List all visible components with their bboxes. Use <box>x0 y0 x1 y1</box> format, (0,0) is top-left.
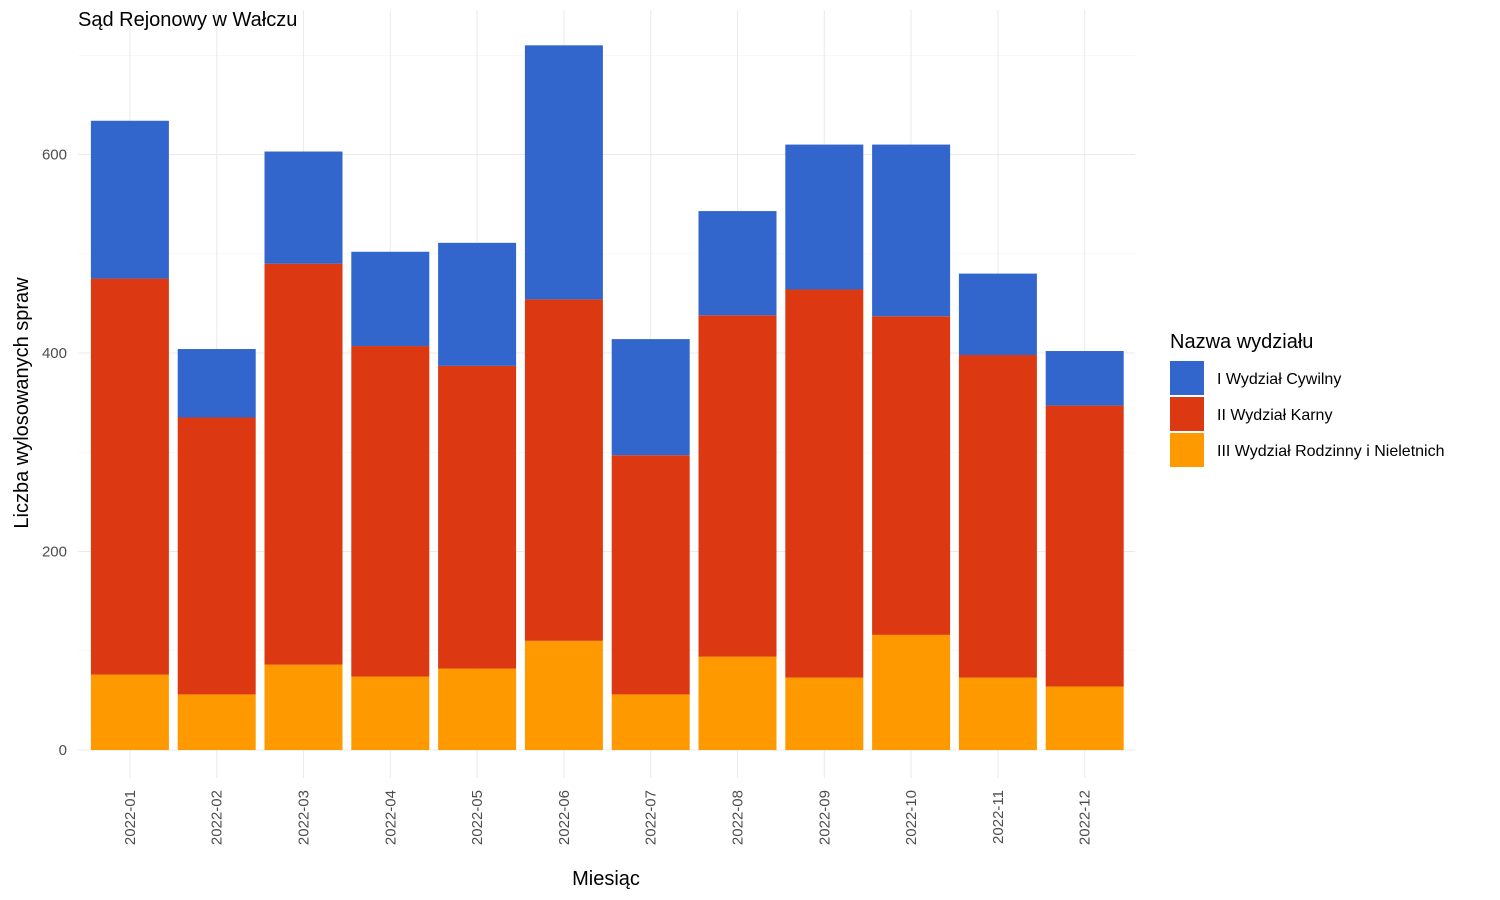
x-tick-label: 2022-05 <box>469 790 486 845</box>
bar-segment-2022-07-s2 <box>611 455 690 695</box>
x-tick-label: 2022-08 <box>730 790 747 845</box>
bar-segment-2022-11-s2 <box>958 354 1037 678</box>
x-tick-label: 2022-07 <box>643 790 660 845</box>
bar-segment-2022-12-s1 <box>1045 351 1124 406</box>
bar-segment-2022-12-s2 <box>1045 405 1124 687</box>
bar-segment-2022-07-s3 <box>611 694 690 750</box>
x-tick-label: 2022-09 <box>816 790 833 845</box>
x-axis-title: Miesiąc <box>572 868 640 890</box>
bar-segment-2022-05-s2 <box>438 365 517 669</box>
legend-title: Nazwa wydziału <box>1170 331 1313 353</box>
legend-label: I Wydział Cywilny <box>1217 371 1341 388</box>
bar-segment-2022-06-s2 <box>524 299 603 641</box>
bar-segment-2022-01-s3 <box>90 674 169 750</box>
bar-segment-2022-02-s3 <box>177 694 256 750</box>
y-tick-label: 600 <box>42 147 67 164</box>
legend: Nazwa wydziału I Wydział Cywilny II Wydzi… <box>1170 331 1445 467</box>
bar-segment-2022-07-s1 <box>611 339 690 456</box>
bar-segment-2022-08-s1 <box>698 211 777 316</box>
x-tick-label: 2022-02 <box>209 790 226 845</box>
bar-segment-2022-02-s1 <box>177 349 256 418</box>
legend-label: III Wydział Rodzinny i Nieletnich <box>1217 443 1445 460</box>
x-tick-label: 2022-12 <box>1077 790 1094 845</box>
bar-segment-2022-09-s1 <box>785 144 864 290</box>
bar-segment-2022-10-s2 <box>872 316 951 635</box>
bar-segment-2022-09-s2 <box>785 289 864 678</box>
bar-segment-2022-03-s1 <box>264 151 343 264</box>
legend-swatch <box>1170 433 1204 467</box>
x-tick-label: 2022-10 <box>903 790 920 845</box>
y-axis-title: Liczba wylosowanych spraw <box>11 277 33 529</box>
bar-segment-2022-02-s2 <box>177 417 256 695</box>
y-tick-label: 0 <box>59 742 67 759</box>
bar-segment-2022-03-s2 <box>264 263 343 665</box>
y-axis-ticks: 0 200 400 600 <box>42 147 67 760</box>
bar-segment-2022-11-s1 <box>958 273 1037 355</box>
bar-segment-2022-08-s2 <box>698 315 777 657</box>
bar-segment-2022-03-s3 <box>264 664 343 750</box>
x-tick-label: 2022-03 <box>296 790 313 845</box>
bar-segment-2022-04-s1 <box>351 251 430 347</box>
bar-segment-2022-10-s1 <box>872 144 951 317</box>
bar-segment-2022-05-s1 <box>438 242 517 366</box>
legend-label: II Wydział Karny <box>1217 407 1332 424</box>
x-tick-label: 2022-01 <box>122 790 139 845</box>
bar-segment-2022-10-s3 <box>872 634 951 750</box>
bar-segment-2022-04-s3 <box>351 676 430 750</box>
bar-segment-2022-04-s2 <box>351 346 430 677</box>
bar-segment-2022-08-s3 <box>698 656 777 750</box>
x-axis-ticks: 2022-01 2022-02 2022-03 2022-04 2022-05 2022-… <box>122 790 1094 845</box>
x-tick-label: 2022-11 <box>990 790 1007 844</box>
y-tick-label: 200 <box>42 544 67 561</box>
chart-title: Sąd Rejonowy w Wałczu <box>78 9 297 31</box>
bar-segment-2022-06-s1 <box>524 45 603 300</box>
bar-segment-2022-05-s3 <box>438 668 517 750</box>
bar-segment-2022-09-s3 <box>785 677 864 750</box>
bar-segment-2022-11-s3 <box>958 677 1037 750</box>
bar-segment-2022-01-s2 <box>90 278 169 675</box>
bars <box>90 45 1124 750</box>
legend-swatch <box>1170 361 1204 395</box>
bar-segment-2022-06-s3 <box>524 640 603 750</box>
bar-segment-2022-01-s1 <box>90 120 169 279</box>
legend-swatch <box>1170 397 1204 431</box>
x-tick-label: 2022-06 <box>556 790 573 845</box>
bar-segment-2022-12-s3 <box>1045 686 1124 750</box>
x-tick-label: 2022-04 <box>382 790 399 845</box>
y-tick-label: 400 <box>42 345 67 362</box>
